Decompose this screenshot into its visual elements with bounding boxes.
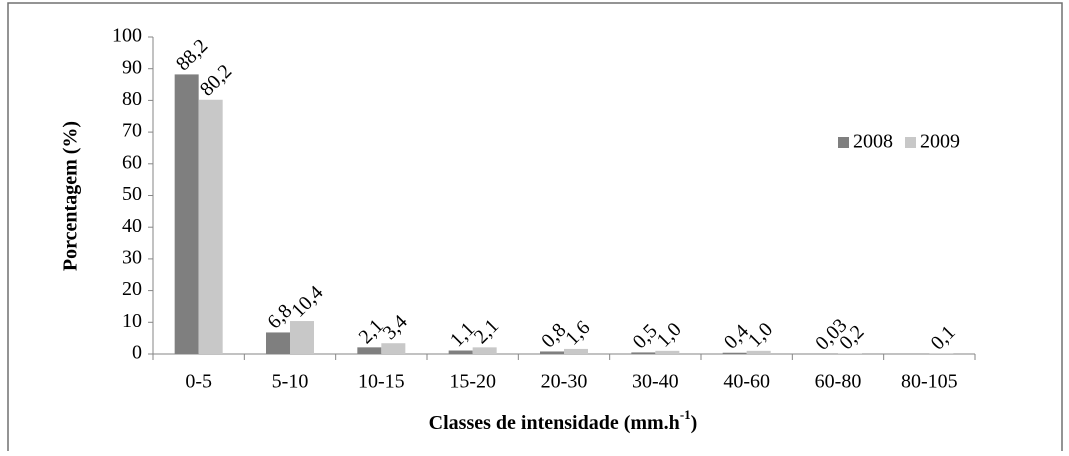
- value-label: 80,2: [196, 60, 236, 100]
- x-axis-title-text: Classes de intensidade (mm.h: [429, 412, 680, 434]
- value-label: 3,4: [379, 311, 412, 344]
- x-axis-title-end: ): [691, 412, 698, 434]
- y-axis-title: Porcentagem (%): [60, 121, 82, 271]
- bar: [175, 74, 199, 354]
- x-tick-label: 10-15: [358, 371, 405, 393]
- bar: [199, 100, 223, 354]
- x-tick-label: 60-80: [815, 371, 862, 393]
- y-tick-label: 40: [122, 215, 142, 237]
- x-tick-label: 0-5: [185, 371, 212, 393]
- x-axis-title: Classes de intensidade (mm.h-1): [429, 407, 698, 434]
- x-tick-label: 40-60: [723, 371, 770, 393]
- value-label: 1,0: [653, 318, 686, 351]
- bar: [381, 343, 405, 354]
- y-tick-label: 20: [122, 278, 142, 300]
- y-tick-label: 50: [122, 183, 142, 205]
- y-tick-label: 80: [122, 88, 142, 110]
- legend-label: 2009: [920, 131, 960, 153]
- x-axis-title-sup: -1: [680, 407, 691, 422]
- y-tick-label: 0: [132, 342, 142, 364]
- y-tick-label: 30: [122, 246, 142, 268]
- value-label: 88,2: [172, 35, 212, 75]
- x-tick-label: 30-40: [632, 371, 679, 393]
- x-tick-label: 20-30: [541, 371, 588, 393]
- value-label: 1,6: [561, 316, 594, 349]
- value-label: 2,1: [470, 315, 503, 348]
- legend-swatch: [838, 137, 849, 148]
- x-tick-label: 80-105: [901, 371, 958, 393]
- y-tick-label: 90: [122, 56, 142, 78]
- bar: [266, 332, 290, 354]
- bar: [290, 321, 314, 354]
- legend-swatch: [905, 137, 916, 148]
- value-label: 1,0: [744, 318, 777, 351]
- value-label: 0,1: [927, 321, 960, 354]
- y-tick-label: 10: [122, 310, 142, 332]
- y-tick-label: 70: [122, 120, 142, 142]
- x-tick-label: 5-10: [272, 371, 309, 393]
- y-tick-label: 100: [112, 25, 142, 47]
- y-tick-label: 60: [122, 151, 142, 173]
- legend-label: 2008: [853, 131, 893, 153]
- x-tick-label: 15-20: [449, 371, 496, 393]
